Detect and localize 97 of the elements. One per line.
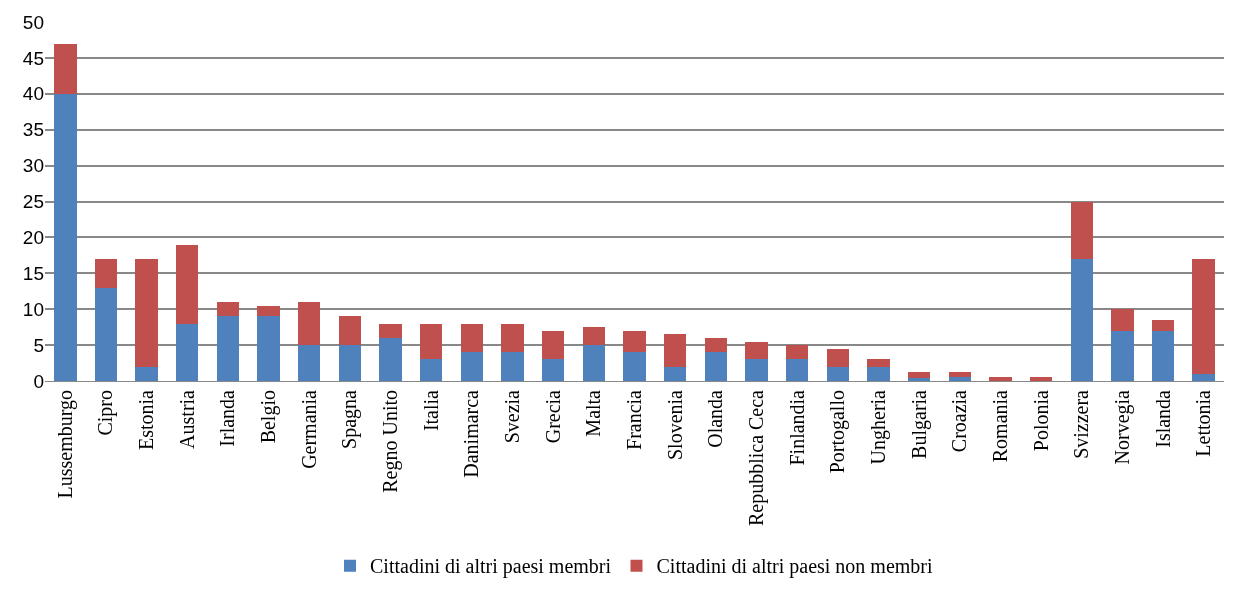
bar [216, 316, 240, 381]
bar [582, 327, 606, 346]
x-tick-label: Italia [419, 389, 442, 432]
bar [135, 366, 158, 381]
bar [379, 337, 402, 381]
x-tick-label: Austria [175, 389, 198, 449]
bar [989, 376, 1012, 381]
bar [460, 323, 484, 353]
x-tick-label: Slovenia [663, 389, 686, 460]
bar [176, 323, 199, 381]
bar [257, 305, 280, 317]
bar [582, 345, 606, 381]
bar [338, 316, 362, 346]
bar [623, 352, 646, 381]
bar [867, 366, 890, 381]
y-tick-label: 20 [22, 227, 44, 249]
y-tick-label: 40 [22, 83, 44, 105]
x-tick-label: Romania [988, 389, 1011, 463]
x-tick-label: Belgio [257, 390, 281, 444]
y-tick-label: 15 [22, 262, 44, 284]
bar [745, 359, 768, 381]
bar [176, 244, 199, 324]
bar [948, 377, 971, 381]
x-tick-label: Irlanda [216, 389, 239, 447]
x-tick-label: Croazia [948, 389, 971, 453]
bar [420, 323, 443, 360]
bar [94, 258, 118, 288]
x-tick-label: Repubblica Ceca [744, 389, 768, 527]
x-tick-label: Svezia [501, 389, 524, 444]
bar [663, 366, 687, 381]
bar [54, 43, 77, 94]
bar [867, 359, 890, 367]
bar [298, 302, 321, 346]
bar [216, 302, 240, 317]
legend-label: Cittadini di altri paesi membri [370, 555, 612, 579]
bar [1070, 201, 1093, 259]
bar [1192, 258, 1215, 374]
x-tick-label: Germania [297, 389, 320, 469]
bar [54, 93, 77, 381]
x-tick-label: Francia [623, 389, 645, 450]
x-tick-label: Olanda [704, 389, 727, 448]
y-tick-label: 45 [22, 47, 44, 69]
bar [420, 359, 443, 381]
bar [298, 345, 321, 381]
bar [826, 348, 849, 367]
bar [785, 359, 809, 381]
y-tick-label: 30 [22, 155, 44, 177]
bar [704, 352, 727, 381]
x-tick-label: Lussemburgo [53, 390, 77, 499]
x-tick-label: Danimarca [460, 389, 483, 478]
y-tick-label: 10 [22, 298, 44, 320]
bar [257, 316, 280, 381]
x-tick-label: Cipro [94, 390, 118, 436]
bar [460, 352, 484, 381]
bar [1192, 373, 1215, 381]
y-tick-label: 5 [33, 334, 44, 356]
bar [1111, 309, 1134, 331]
bar [135, 258, 158, 367]
bar [745, 341, 768, 360]
x-tick-label: Lettonia [1192, 389, 1215, 457]
bar [501, 323, 524, 353]
bar [1029, 377, 1053, 381]
bar [94, 287, 118, 381]
bar [1151, 319, 1175, 331]
x-tick-label: Islanda [1151, 389, 1174, 448]
bar [542, 330, 565, 360]
bar [907, 371, 931, 379]
y-tick-label: 35 [22, 119, 44, 141]
bar [542, 359, 565, 381]
y-tick-label: 25 [22, 191, 44, 213]
x-tick-label: Grecia [541, 389, 564, 444]
y-tick-label: 0 [33, 370, 44, 392]
bar [379, 323, 402, 338]
bar [785, 345, 809, 360]
x-tick-label: Norvegia [1110, 389, 1134, 465]
x-tick-label: Estonia [135, 389, 158, 450]
x-tick-label: Polonia [1029, 389, 1052, 452]
y-tick-label: 50 [22, 11, 44, 33]
bar [1111, 330, 1134, 381]
x-tick-label: Spagna [338, 389, 362, 449]
x-tick-label: Malta [582, 389, 605, 437]
bar [623, 330, 646, 353]
bar [1151, 330, 1175, 381]
x-tick-label: Svizzera [1070, 389, 1093, 459]
bar [663, 334, 687, 367]
x-tick-label: Regno Unito [379, 390, 403, 493]
x-tick-label: Finlandia [785, 389, 808, 466]
bar [338, 345, 362, 381]
bar [704, 337, 727, 353]
bar [501, 352, 524, 381]
bar [1070, 258, 1093, 381]
legend-label: Cittadini di altri paesi non membri [656, 555, 934, 579]
x-tick-label: Ungheria [866, 389, 890, 465]
bar [907, 378, 931, 381]
x-tick-label: Bulgaria [907, 389, 931, 459]
bar [826, 366, 849, 381]
x-tick-label: Portogallo [826, 390, 850, 474]
